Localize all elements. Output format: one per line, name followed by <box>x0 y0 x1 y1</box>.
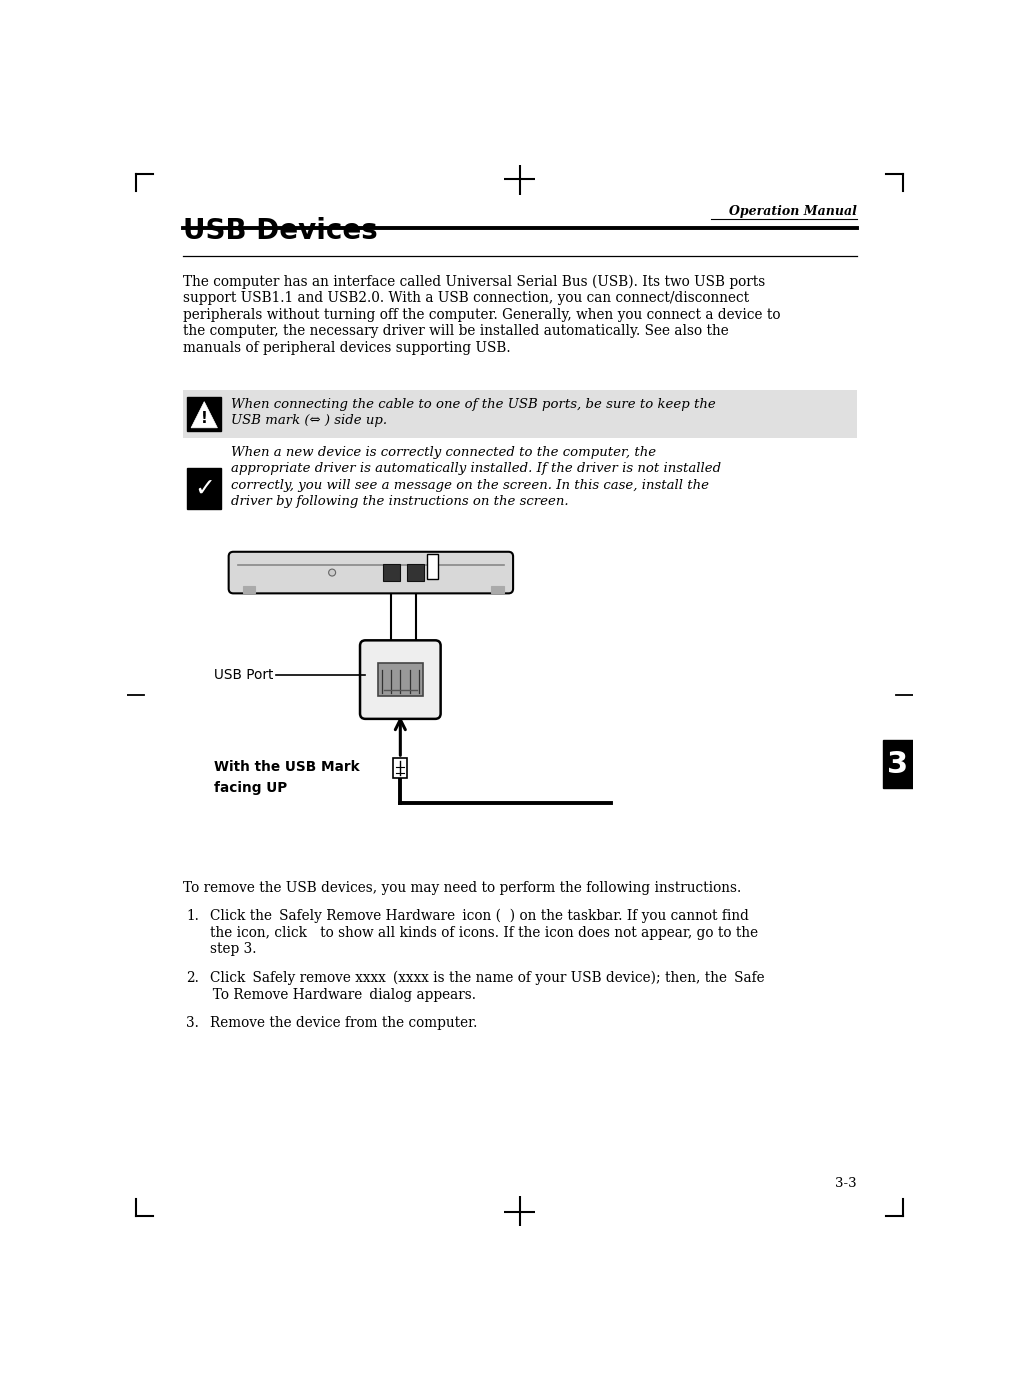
Bar <box>492 585 504 593</box>
Text: Click the  Safely Remove Hardware  icon (  ) on the taskbar. If you cannot find: Click the Safely Remove Hardware icon ( … <box>211 909 749 924</box>
Text: 1.: 1. <box>187 909 200 923</box>
Text: 3: 3 <box>887 750 909 779</box>
Bar <box>428 555 438 580</box>
Text: USB mark (⇔ ) side up.: USB mark (⇔ ) side up. <box>230 414 386 427</box>
Text: facing UP: facing UP <box>214 781 287 795</box>
Text: Remove the device from the computer.: Remove the device from the computer. <box>211 1016 478 1030</box>
Bar <box>188 397 221 431</box>
Text: With the USB Mark: With the USB Mark <box>214 760 359 774</box>
Bar <box>393 759 408 778</box>
Bar <box>183 438 857 516</box>
Bar <box>188 468 221 509</box>
Bar <box>378 664 423 695</box>
Text: 2.: 2. <box>187 971 200 985</box>
Text: !: ! <box>201 410 208 425</box>
Text: To Remove Hardware  dialog appears.: To Remove Hardware dialog appears. <box>211 987 477 1001</box>
Text: 3-3: 3-3 <box>836 1177 857 1190</box>
Bar <box>183 390 857 438</box>
Bar <box>382 565 400 581</box>
Text: USB Devices: USB Devices <box>183 218 377 245</box>
Bar <box>883 741 913 788</box>
Text: ✓: ✓ <box>194 476 215 501</box>
FancyBboxPatch shape <box>229 552 513 593</box>
Text: Operation Manual: Operation Manual <box>729 205 857 218</box>
Text: the computer, the necessary driver will be installed automatically. See also the: the computer, the necessary driver will … <box>183 324 728 339</box>
Text: the icon, click   to show all kinds of icons. If the icon does not appear, go to: the icon, click to show all kinds of ico… <box>211 925 758 939</box>
FancyBboxPatch shape <box>360 640 441 719</box>
Text: appropriate driver is automatically installed. If the driver is not installed: appropriate driver is automatically inst… <box>230 463 721 475</box>
Text: peripherals without turning off the computer. Generally, when you connect a devi: peripherals without turning off the comp… <box>183 307 780 322</box>
Text: When connecting the cable to one of the USB ports, be sure to keep the: When connecting the cable to one of the … <box>230 398 715 410</box>
Bar <box>408 565 424 581</box>
Bar <box>242 585 255 593</box>
Text: driver by following the instructions on the screen.: driver by following the instructions on … <box>230 496 568 508</box>
Text: 3.: 3. <box>187 1016 200 1030</box>
Polygon shape <box>191 402 217 428</box>
Text: step 3.: step 3. <box>211 942 257 956</box>
Text: support USB1.1 and USB2.0. With a USB connection, you can connect/disconnect: support USB1.1 and USB2.0. With a USB co… <box>183 291 748 306</box>
Text: manuals of peripheral devices supporting USB.: manuals of peripheral devices supporting… <box>183 340 510 355</box>
Text: correctly, you will see a message on the screen. In this case, install the: correctly, you will see a message on the… <box>230 479 709 492</box>
Text: When a new device is correctly connected to the computer, the: When a new device is correctly connected… <box>230 446 656 459</box>
Circle shape <box>329 569 336 576</box>
Text: Click  Safely remove xxxx  (xxxx is the name of your USB device); then, the  Saf: Click Safely remove xxxx (xxxx is the na… <box>211 971 766 986</box>
Text: The computer has an interface called Universal Serial Bus (USB). Its two USB por: The computer has an interface called Uni… <box>183 274 765 289</box>
Text: To remove the USB devices, you may need to perform the following instructions.: To remove the USB devices, you may need … <box>183 881 741 895</box>
Text: USB Port: USB Port <box>214 668 273 682</box>
